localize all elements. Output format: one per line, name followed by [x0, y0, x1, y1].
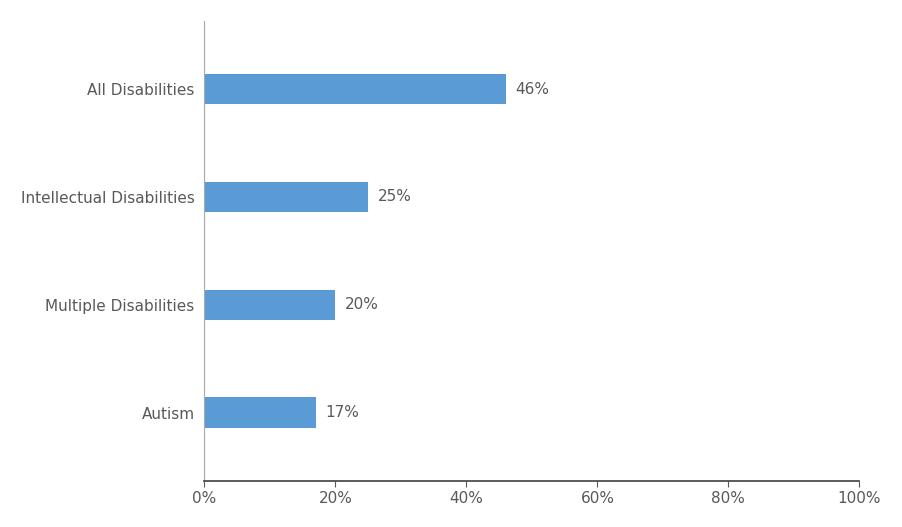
Bar: [205, 182, 368, 212]
Bar: [205, 397, 316, 428]
Bar: [205, 74, 506, 104]
Text: 25%: 25%: [378, 189, 412, 204]
Bar: [205, 290, 336, 320]
Text: 20%: 20%: [345, 297, 379, 312]
Text: 46%: 46%: [516, 82, 549, 96]
Text: 17%: 17%: [326, 405, 360, 420]
